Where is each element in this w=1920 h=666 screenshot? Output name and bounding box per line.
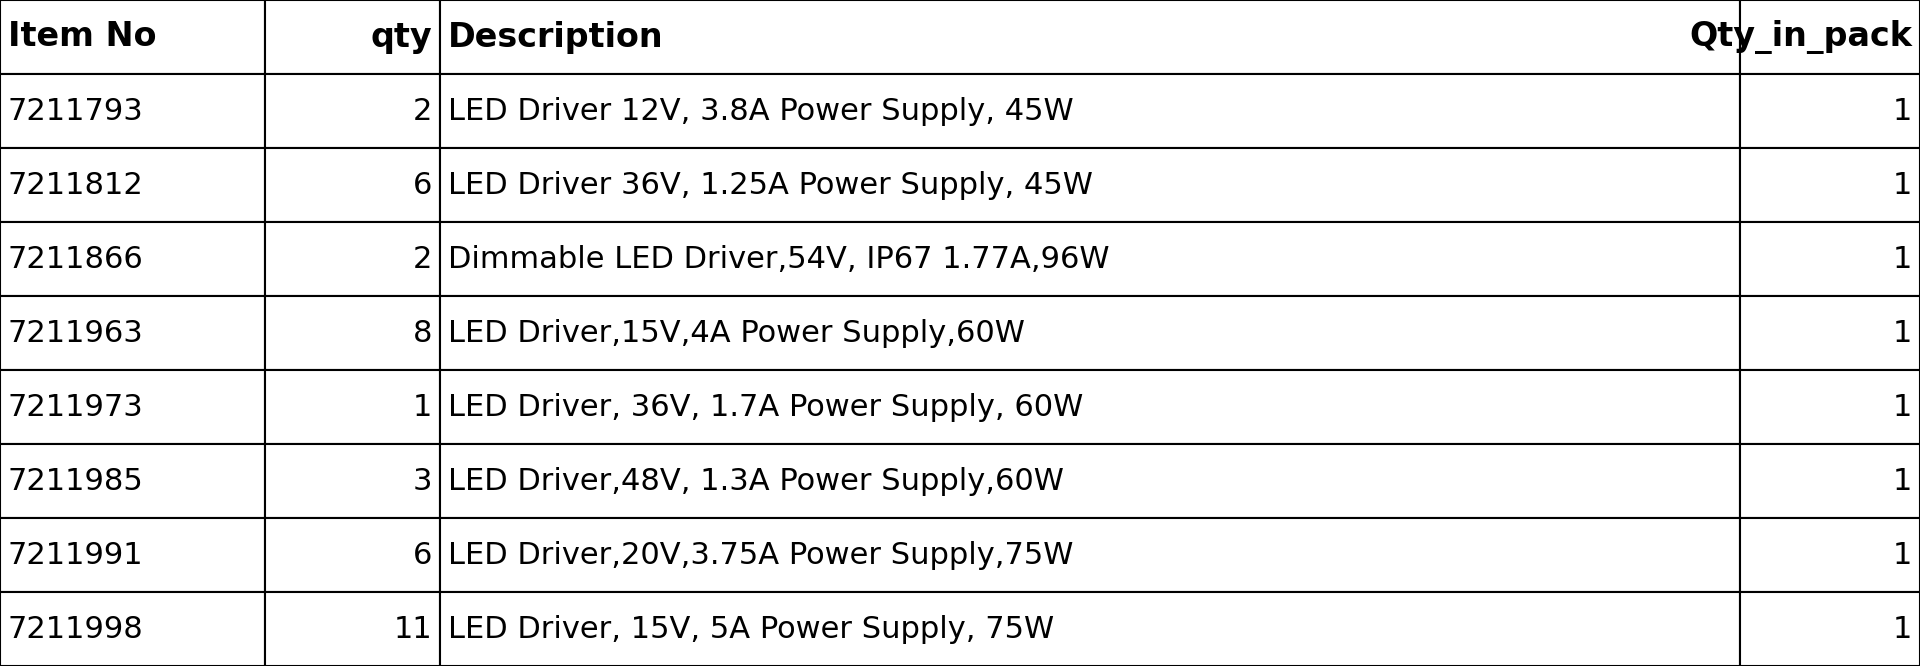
Bar (1740, 444, 1920, 518)
Text: LED Driver, 36V, 1.7A Power Supply, 60W: LED Driver, 36V, 1.7A Power Supply, 60W (447, 392, 1083, 422)
Bar (1740, 0, 1920, 74)
Text: qty: qty (371, 21, 432, 53)
Text: 1: 1 (1893, 244, 1912, 274)
Text: 8: 8 (413, 318, 432, 348)
Bar (265, 592, 440, 666)
Text: 1: 1 (1893, 615, 1912, 643)
Bar (265, 444, 440, 518)
Text: 2: 2 (413, 244, 432, 274)
Text: Item No: Item No (8, 21, 157, 53)
Text: LED Driver,15V,4A Power Supply,60W: LED Driver,15V,4A Power Supply,60W (447, 318, 1025, 348)
Text: 7211866: 7211866 (8, 244, 144, 274)
Text: 7211812: 7211812 (8, 170, 144, 200)
Bar (440, 370, 1740, 444)
Text: 7211985: 7211985 (8, 466, 144, 496)
Text: 2: 2 (413, 97, 432, 125)
Bar (265, 370, 440, 444)
Bar (0, 222, 265, 296)
Bar (265, 74, 440, 148)
Bar (0, 148, 265, 222)
Text: LED Driver, 15V, 5A Power Supply, 75W: LED Driver, 15V, 5A Power Supply, 75W (447, 615, 1054, 643)
Text: LED Driver 36V, 1.25A Power Supply, 45W: LED Driver 36V, 1.25A Power Supply, 45W (447, 170, 1092, 200)
Text: 7211991: 7211991 (8, 541, 144, 569)
Text: 7211793: 7211793 (8, 97, 144, 125)
Bar (1740, 296, 1920, 370)
Bar (0, 370, 265, 444)
Bar (1740, 370, 1920, 444)
Bar (0, 592, 265, 666)
Text: 6: 6 (413, 541, 432, 569)
Text: 1: 1 (1893, 466, 1912, 496)
Text: 3: 3 (413, 466, 432, 496)
Bar (265, 296, 440, 370)
Text: Description: Description (447, 21, 664, 53)
Bar (440, 222, 1740, 296)
Bar (0, 518, 265, 592)
Text: 7211973: 7211973 (8, 392, 144, 422)
Text: 7211963: 7211963 (8, 318, 144, 348)
Text: Qty_in_pack: Qty_in_pack (1690, 20, 1912, 54)
Bar (440, 518, 1740, 592)
Text: 11: 11 (394, 615, 432, 643)
Text: 1: 1 (413, 392, 432, 422)
Bar (0, 0, 265, 74)
Text: LED Driver 12V, 3.8A Power Supply, 45W: LED Driver 12V, 3.8A Power Supply, 45W (447, 97, 1073, 125)
Bar (265, 518, 440, 592)
Text: 1: 1 (1893, 541, 1912, 569)
Bar (265, 222, 440, 296)
Bar (440, 0, 1740, 74)
Text: 1: 1 (1893, 170, 1912, 200)
Bar (440, 148, 1740, 222)
Bar (1740, 74, 1920, 148)
Bar (1740, 222, 1920, 296)
Text: 1: 1 (1893, 97, 1912, 125)
Bar (0, 74, 265, 148)
Bar (1740, 148, 1920, 222)
Bar (0, 444, 265, 518)
Text: 1: 1 (1893, 318, 1912, 348)
Text: LED Driver,48V, 1.3A Power Supply,60W: LED Driver,48V, 1.3A Power Supply,60W (447, 466, 1064, 496)
Text: LED Driver,20V,3.75A Power Supply,75W: LED Driver,20V,3.75A Power Supply,75W (447, 541, 1073, 569)
Text: 7211998: 7211998 (8, 615, 144, 643)
Bar (440, 74, 1740, 148)
Bar (440, 444, 1740, 518)
Text: 6: 6 (413, 170, 432, 200)
Text: Dimmable LED Driver,54V, IP67 1.77A,96W: Dimmable LED Driver,54V, IP67 1.77A,96W (447, 244, 1110, 274)
Bar (265, 148, 440, 222)
Bar (1740, 592, 1920, 666)
Bar (440, 296, 1740, 370)
Bar (440, 592, 1740, 666)
Bar (0, 296, 265, 370)
Text: 1: 1 (1893, 392, 1912, 422)
Bar (1740, 518, 1920, 592)
Bar (265, 0, 440, 74)
